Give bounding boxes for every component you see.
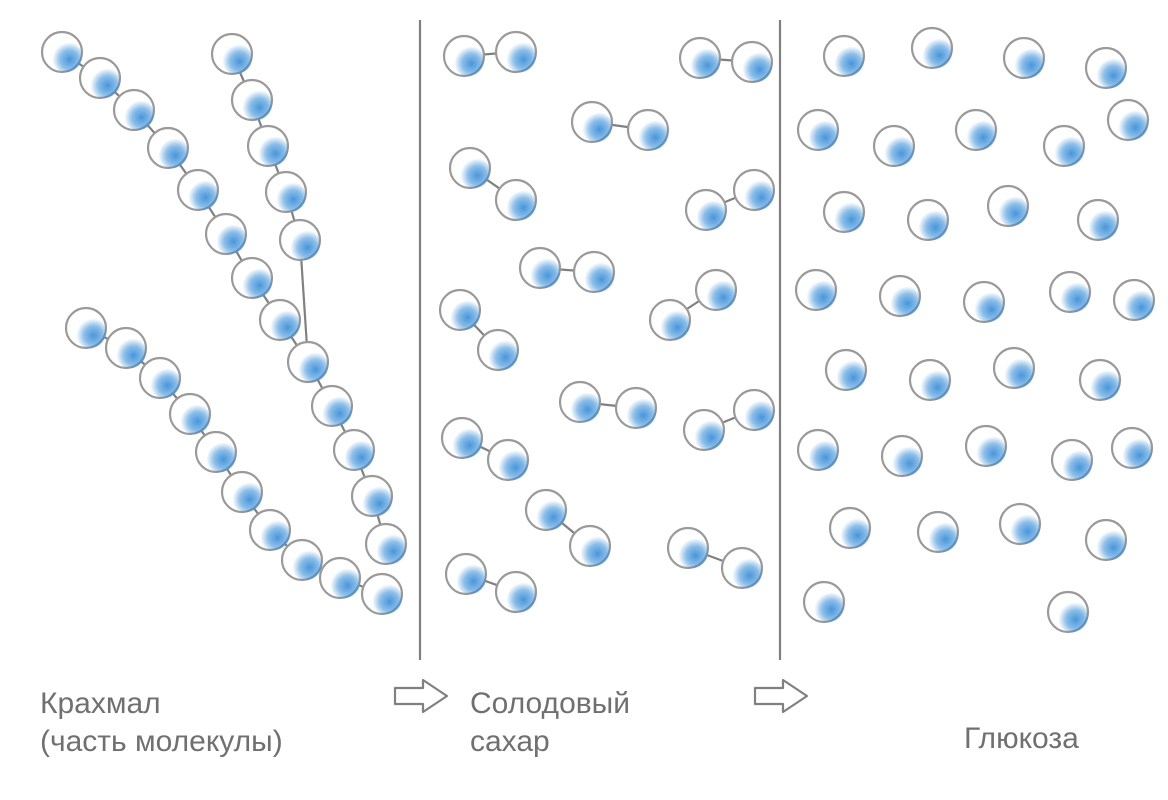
sugar-unit bbox=[912, 28, 952, 68]
sugar-unit bbox=[826, 350, 866, 390]
sugar-unit bbox=[478, 330, 518, 370]
arrow-icon bbox=[755, 680, 807, 712]
sugar-unit bbox=[908, 200, 948, 240]
sugar-unit bbox=[250, 510, 290, 550]
label-glucose: Глюкоза bbox=[964, 720, 1079, 758]
sugar-unit bbox=[722, 548, 762, 588]
sugar-unit bbox=[1048, 592, 1088, 632]
sugar-unit bbox=[232, 258, 272, 298]
sugar-unit bbox=[874, 126, 914, 166]
sugar-unit bbox=[334, 430, 374, 470]
sugar-unit bbox=[1050, 272, 1090, 312]
sugar-unit bbox=[796, 270, 836, 310]
sugar-unit bbox=[684, 410, 724, 450]
sugar-unit bbox=[1004, 38, 1044, 78]
sugar-unit bbox=[232, 80, 272, 120]
sugar-unit bbox=[222, 472, 262, 512]
sugar-unit bbox=[496, 572, 536, 612]
sugar-unit bbox=[798, 110, 838, 150]
sugar-unit bbox=[616, 388, 656, 428]
sugar-unit bbox=[288, 342, 328, 382]
sugar-unit bbox=[956, 110, 996, 150]
sugar-unit bbox=[114, 90, 154, 130]
sugar-unit bbox=[320, 558, 360, 598]
sugar-unit bbox=[266, 172, 306, 212]
label-starch: Крахмал (часть молекулы) bbox=[40, 685, 283, 760]
sugar-unit bbox=[526, 490, 566, 530]
sugar-unit bbox=[80, 58, 120, 98]
sugar-unit bbox=[148, 128, 188, 168]
sugar-unit bbox=[1044, 126, 1084, 166]
sugar-unit bbox=[734, 170, 774, 210]
sugar-unit bbox=[804, 582, 844, 622]
sugar-unit bbox=[362, 574, 402, 614]
sugar-unit bbox=[830, 508, 870, 548]
sugar-unit bbox=[488, 440, 528, 480]
panel-starch bbox=[42, 32, 406, 614]
sugar-unit bbox=[1114, 280, 1154, 320]
sugar-unit bbox=[1078, 200, 1118, 240]
sugar-unit bbox=[964, 282, 1004, 322]
sugar-unit bbox=[352, 476, 392, 516]
sugar-unit bbox=[1108, 100, 1148, 140]
sugar-unit bbox=[988, 186, 1028, 226]
sugar-unit bbox=[170, 394, 210, 434]
sugar-unit bbox=[496, 32, 536, 72]
arrow-icon bbox=[395, 680, 447, 712]
sugar-unit bbox=[572, 102, 612, 142]
panel-glucose bbox=[796, 28, 1154, 632]
sugar-unit bbox=[1080, 360, 1120, 400]
sugar-unit bbox=[248, 126, 288, 166]
sugar-unit bbox=[1000, 504, 1040, 544]
sugar-unit bbox=[560, 382, 600, 422]
sugar-unit bbox=[966, 426, 1006, 466]
sugar-unit bbox=[798, 430, 838, 470]
panel-maltose bbox=[440, 32, 774, 612]
sugar-unit bbox=[282, 540, 322, 580]
sugar-unit bbox=[824, 36, 864, 76]
sugar-unit bbox=[1052, 440, 1092, 480]
sugar-unit bbox=[196, 432, 236, 472]
sugar-unit bbox=[260, 300, 300, 340]
sugar-unit bbox=[442, 418, 482, 458]
sugar-unit bbox=[42, 32, 82, 72]
sugar-unit bbox=[212, 34, 252, 74]
label-maltose: Солодовый сахар bbox=[470, 685, 630, 760]
sugar-unit bbox=[446, 554, 486, 594]
sugar-unit bbox=[734, 390, 774, 430]
sugar-unit bbox=[910, 360, 950, 400]
sugar-unit bbox=[280, 220, 320, 260]
sugar-unit bbox=[628, 110, 668, 150]
sugar-unit bbox=[1086, 520, 1126, 560]
sugar-unit bbox=[450, 148, 490, 188]
sugar-unit bbox=[882, 436, 922, 476]
sugar-unit bbox=[1112, 428, 1152, 468]
sugar-unit bbox=[650, 300, 690, 340]
sugar-unit bbox=[880, 276, 920, 316]
sugar-unit bbox=[440, 290, 480, 330]
sugar-unit bbox=[686, 190, 726, 230]
sugar-unit bbox=[496, 180, 536, 220]
sugar-unit bbox=[680, 38, 720, 78]
svg-canvas bbox=[0, 0, 1168, 800]
sugar-unit bbox=[918, 512, 958, 552]
sugar-unit bbox=[1086, 48, 1126, 88]
sugar-unit bbox=[696, 270, 736, 310]
sugar-unit bbox=[106, 328, 146, 368]
sugar-unit bbox=[732, 42, 772, 82]
sugar-unit bbox=[366, 524, 406, 564]
sugar-unit bbox=[140, 358, 180, 398]
sugar-unit bbox=[444, 36, 484, 76]
sugar-unit bbox=[574, 252, 614, 292]
sugar-unit bbox=[520, 248, 560, 288]
sugar-unit bbox=[66, 308, 106, 348]
sugar-unit bbox=[570, 526, 610, 566]
sugar-unit bbox=[668, 528, 708, 568]
sugar-unit bbox=[178, 170, 218, 210]
sugar-unit bbox=[206, 214, 246, 254]
sugar-unit bbox=[824, 192, 864, 232]
sugar-unit bbox=[994, 348, 1034, 388]
sugar-unit bbox=[312, 386, 352, 426]
starch-digestion-diagram: Крахмал (часть молекулы) Солодовый сахар… bbox=[0, 0, 1168, 800]
